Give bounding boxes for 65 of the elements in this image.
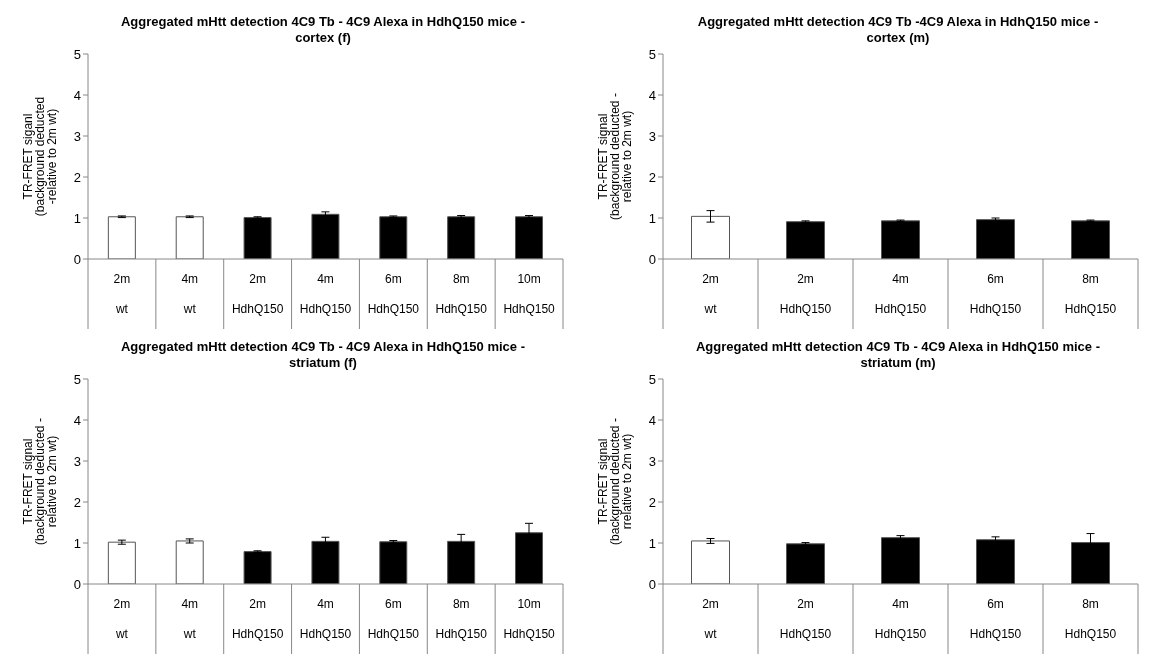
category-label: 2m HdhQ150 [779,597,832,641]
y-tick-label: 1 [73,535,81,551]
category-label: 8m HdhQ150 [1064,597,1117,641]
category-label: 2m HdhQ150 [231,272,284,316]
bar [243,551,272,584]
category-label: 2m wt [702,597,719,641]
y-tick-label: 2 [648,169,656,185]
category-label: 4m HdhQ150 [874,597,927,641]
chart-title: Aggregated mHtt detection 4C9 Tb - 4C9 Alexa in HdhQ150 mice - cortex (f) [119,14,527,46]
category-label: 4m wt [181,272,199,316]
y-tick-label: 2 [73,169,81,185]
category-label: 10m HdhQ150 [503,597,555,641]
category-label: 8m HdhQ150 [435,272,487,316]
chart-title: Aggregated mHtt detection 4C9 Tb -4C9 Alexa in HdhQ150 mice - cortex (m) [696,14,1100,46]
category-label: 6m HdhQ150 [367,272,420,316]
y-tick-label: 4 [73,412,81,428]
y-tick-label: 0 [648,576,656,592]
y-tick-label: 2 [648,494,656,510]
bar [786,543,825,584]
bar [976,539,1015,584]
y-tick-label: 3 [648,453,656,469]
category-label: 4m HdhQ150 [299,597,352,641]
y-tick-label: 3 [73,128,81,144]
category-label: 2m wt [113,597,131,641]
category-label: 4m HdhQ150 [299,272,352,316]
y-tick-label: 5 [73,371,81,387]
y-tick-label: 5 [73,46,81,62]
category-label: 8m HdhQ150 [435,597,487,641]
bar [107,541,136,584]
y-tick-label: 3 [648,128,656,144]
chart-title: Aggregated mHtt detection 4C9 Tb - 4C9 Alexa in HdhQ150 mice - striatum (f) [119,339,527,371]
category-label: 4m HdhQ150 [874,272,927,316]
y-axis-title: TR-FRET signal (background deducted - relative to 2m wt) [596,93,635,220]
y-tick-label: 4 [648,87,656,103]
category-label: 2m HdhQ150 [779,272,832,316]
y-tick-label: 1 [73,210,81,226]
category-label: 6m HdhQ150 [969,272,1022,316]
y-tick-label: 5 [648,371,656,387]
bar [881,537,920,584]
y-axis-title: TR-FRET siganl (background deducted -relative to 2m wt) [21,96,60,217]
chart-title: Aggregated mHtt detection 4C9 Tb - 4C9 Alexa in HdhQ150 mice - striatum (m) [694,339,1102,371]
category-label: 2m wt [113,272,131,316]
bar [691,540,730,584]
category-label: 10m HdhQ150 [503,272,555,316]
bar [311,540,340,584]
y-axis-title: TR-FRET signal (background deducted - relative to 2m wt) [21,418,60,545]
y-tick-label: 1 [648,210,656,226]
category-label: 6m HdhQ150 [969,597,1022,641]
category-label: 4m wt [181,597,199,641]
y-tick-label: 0 [648,251,656,267]
category-label: 6m HdhQ150 [367,597,420,641]
y-tick-label: 4 [73,87,81,103]
y-tick-label: 2 [73,494,81,510]
y-tick-label: 5 [648,46,656,62]
y-tick-label: 0 [73,576,81,592]
y-tick-label: 3 [73,453,81,469]
y-tick-label: 0 [73,251,81,267]
bar [175,540,204,584]
y-axis-title: TR-FRET signal (background deducted - rrelative to 2m wt) [596,418,635,545]
category-label: 2m wt [702,272,719,316]
category-label: 2m HdhQ150 [231,597,284,641]
category-label: 8m HdhQ150 [1064,272,1117,316]
y-tick-label: 1 [648,535,656,551]
y-tick-label: 4 [648,412,656,428]
bar [379,541,408,584]
